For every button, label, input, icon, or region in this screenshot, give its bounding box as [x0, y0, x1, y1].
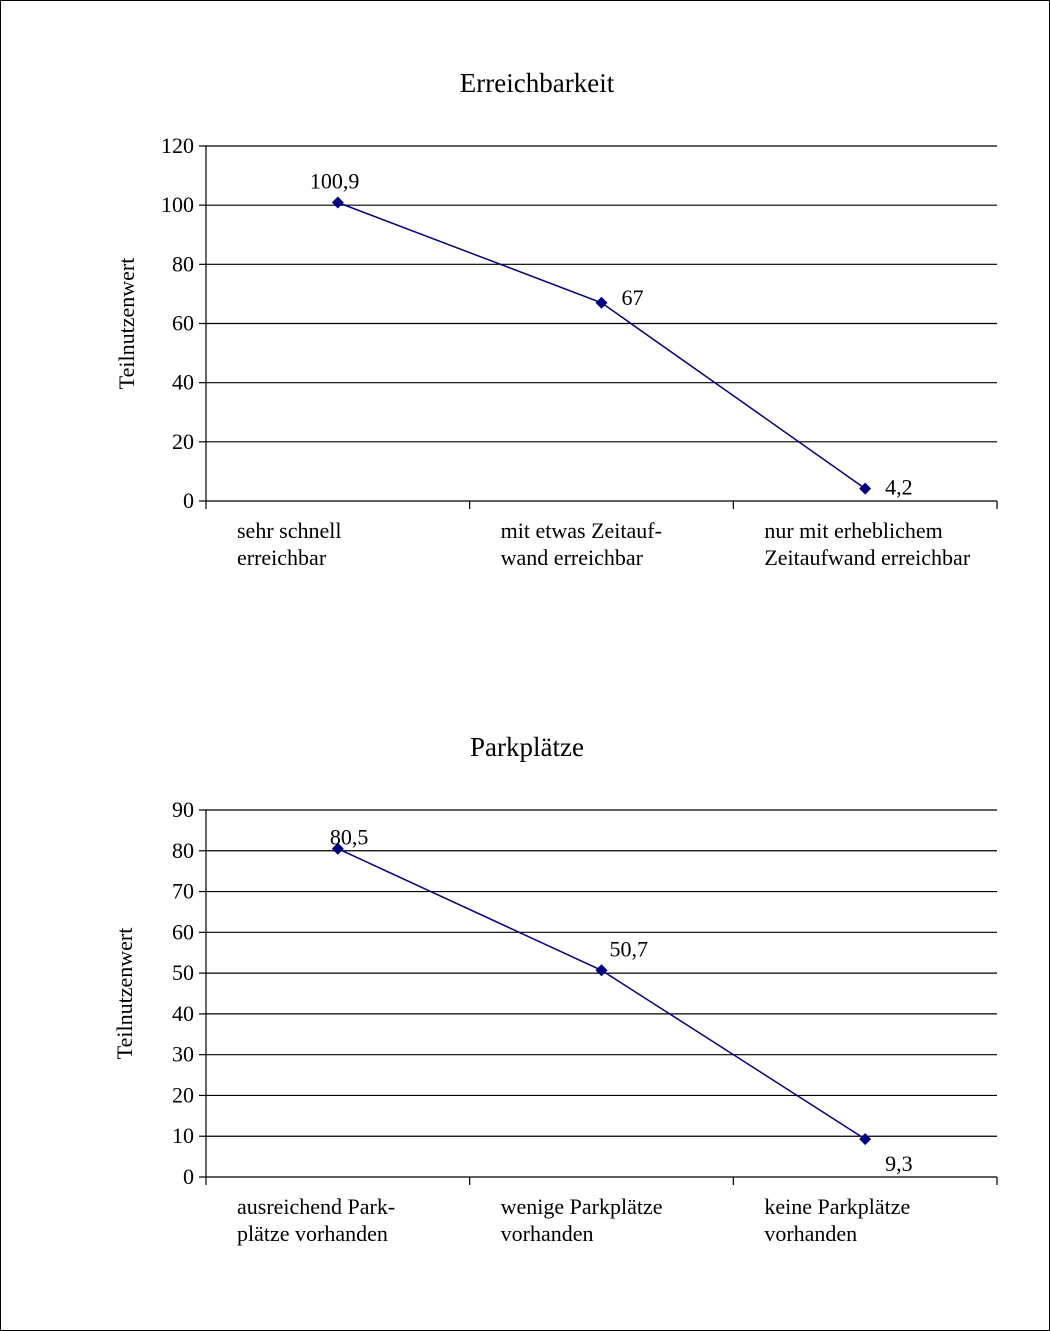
y-tick-label: 30 — [172, 1042, 194, 1067]
y-tick-label: 100 — [161, 192, 194, 217]
x-tick-label: wenige Parkplätze — [501, 1194, 663, 1219]
series-line — [337, 201, 866, 490]
x-tick-label: wand erreichbar — [501, 545, 644, 570]
x-tick-label: erreichbar — [237, 545, 327, 570]
y-tick-label: 70 — [172, 879, 194, 904]
y-tick-label: 60 — [172, 919, 194, 944]
x-tick-label: mit etwas Zeitauf- — [501, 518, 662, 543]
y-tick-label: 0 — [183, 1164, 194, 1189]
y-tick-label: 50 — [172, 960, 194, 985]
y-tick-label: 80 — [172, 251, 194, 276]
x-tick-label: sehr schnell — [237, 518, 341, 543]
data-point — [595, 964, 608, 977]
data-label: 100,9 — [310, 169, 360, 194]
data-label: 4,2 — [885, 475, 913, 500]
data-label: 67 — [622, 285, 644, 310]
data-point — [331, 196, 344, 209]
y-axis-label: Teilnutzenwert — [112, 928, 137, 1060]
x-tick-label: plätze vorhanden — [237, 1221, 388, 1246]
data-point — [331, 842, 344, 855]
y-axis-label: Teilnutzenwert — [114, 258, 139, 390]
data-point — [595, 296, 608, 309]
y-tick-label: 40 — [172, 1001, 194, 1026]
data-label: 9,3 — [885, 1151, 913, 1176]
chart-title: Erreichbarkeit — [460, 68, 615, 98]
data-point — [859, 482, 872, 495]
x-tick-label: vorhanden — [501, 1221, 594, 1246]
y-tick-label: 60 — [172, 311, 194, 336]
chart-1: Erreichbarkeit Teilnutzenwert 0 20 40 60 80 100… — [114, 68, 998, 570]
y-tick-label: 10 — [172, 1123, 194, 1148]
y-tick-label: 20 — [172, 429, 194, 454]
chart-title: Parkplätze — [470, 732, 584, 762]
data-point — [859, 1133, 872, 1146]
y-tick-label: 0 — [183, 488, 194, 513]
x-tick-label: ausreichend Park- — [237, 1194, 395, 1219]
data-label: 80,5 — [330, 825, 369, 850]
y-tick-label: 40 — [172, 370, 194, 395]
data-label: 50,7 — [610, 936, 649, 961]
y-tick-label: 80 — [172, 838, 194, 863]
x-tick-label: vorhanden — [764, 1221, 857, 1246]
y-tick-label: 90 — [172, 797, 194, 822]
x-tick-label: keine Parkplätze — [764, 1194, 910, 1219]
x-tick-label: Zeitaufwand erreichbar — [764, 545, 970, 570]
y-tick-label: 20 — [172, 1082, 194, 1107]
chart-2: Parkplätze Teilnutzenwert 0 10 20 30 40 50 60 70 8… — [112, 732, 998, 1246]
x-tick-label: nur mit erheblichem — [764, 518, 942, 543]
y-tick-label: 120 — [161, 133, 194, 158]
